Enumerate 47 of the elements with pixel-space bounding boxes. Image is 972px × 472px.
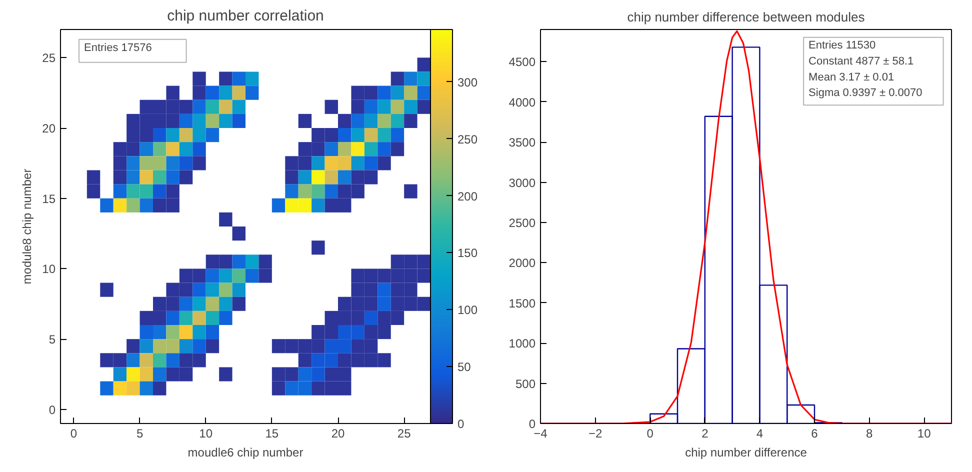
y-tick-label: 0 xyxy=(48,402,56,417)
color-bar-label: 50 xyxy=(458,360,472,374)
chart-title: chip number difference between modules xyxy=(627,10,866,24)
y-tick-label: 1500 xyxy=(508,296,536,310)
y-tick-label: 3000 xyxy=(508,176,536,190)
y-tick-label: 20 xyxy=(42,122,56,136)
annotation: Sigma 0.9397 ± 0.0070 xyxy=(808,87,922,100)
y-tick-label: 3500 xyxy=(508,136,536,150)
x-tick-label: 25 xyxy=(397,426,412,440)
color-bar-label: 200 xyxy=(458,189,478,204)
x-tick-label: 0 xyxy=(70,426,78,440)
y-tick-label: 4500 xyxy=(508,55,536,70)
y-tick-label: 500 xyxy=(515,376,536,391)
x-tick-label: −4 xyxy=(534,426,548,440)
y-tick-label: 2000 xyxy=(508,256,536,270)
y-tick-label: 4000 xyxy=(508,95,536,110)
color-bar-label: 150 xyxy=(458,246,478,260)
annotation: Entries 17576 xyxy=(84,42,152,54)
y-tick-label: 0 xyxy=(528,417,536,431)
x-tick-label: 4 xyxy=(756,426,764,440)
color-bar-label: 300 xyxy=(458,75,478,90)
y-tick-label: 10 xyxy=(42,262,56,276)
y-axis-title: module8 chip number xyxy=(20,168,34,284)
x-axis-title: chip number difference xyxy=(685,446,808,460)
x-tick-label: 8 xyxy=(866,426,873,440)
x-tick-label: 10 xyxy=(199,426,213,440)
x-tick-label: 2 xyxy=(702,426,709,440)
y-tick-label: 15 xyxy=(42,192,56,206)
annotation: Entries 11530 xyxy=(808,40,876,52)
x-tick-label: 10 xyxy=(917,426,932,440)
x-axis-title: moudle6 chip number xyxy=(188,446,304,460)
chart-title: chip number correlation xyxy=(167,8,324,24)
color-bar-label: 0 xyxy=(458,417,464,431)
color-bar-label: 250 xyxy=(458,132,478,146)
y-tick-label: 1000 xyxy=(508,336,536,351)
x-tick-label: 20 xyxy=(331,426,345,440)
color-bar-label: 100 xyxy=(458,303,478,318)
annotation: Mean 3.17 ± 0.01 xyxy=(808,71,894,84)
annotation: Constant 4877 ± 58.1 xyxy=(808,56,914,68)
x-tick-label: 15 xyxy=(265,426,279,440)
y-tick-label: 5 xyxy=(48,332,56,347)
x-tick-label: 0 xyxy=(646,426,654,440)
x-tick-label: −2 xyxy=(588,426,602,440)
y-tick-label: 2500 xyxy=(508,216,536,230)
y-tick-label: 25 xyxy=(42,51,56,66)
x-tick-label: 6 xyxy=(811,426,818,440)
x-tick-label: 5 xyxy=(136,426,144,440)
